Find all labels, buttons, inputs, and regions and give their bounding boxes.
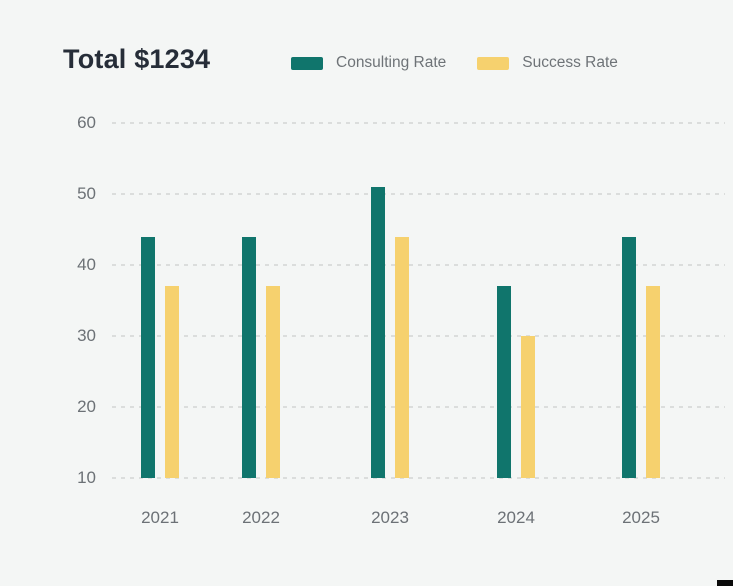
gridline-y-40 [112, 264, 725, 266]
x-tick-label: 2025 [622, 508, 660, 527]
y-tick-label: 50 [77, 184, 96, 203]
success-rate-swatch-icon [477, 56, 510, 70]
legend-label: Success Rate [522, 54, 618, 71]
chart-legend: Consulting Rate Success Rate [291, 54, 618, 72]
x-tick-label: 2021 [141, 508, 179, 527]
x-tick-label: 2023 [371, 508, 409, 527]
y-tick-label: 40 [77, 255, 96, 274]
x-tick-label: 2024 [497, 508, 535, 527]
x-tick-label: 2022 [242, 508, 280, 527]
y-tick-label: 30 [77, 326, 96, 345]
bar-success-rate-2023 [395, 236, 409, 478]
gridline-y-30 [112, 335, 725, 337]
y-tick-label: 60 [77, 113, 96, 132]
gridline-y-60 [112, 122, 725, 124]
legend-item-consulting-rate[interactable]: Consulting Rate [291, 54, 446, 72]
bar-consulting-rate-2021 [141, 236, 155, 478]
gridline-y-10 [112, 477, 725, 479]
gridline-y-50 [112, 193, 725, 195]
consulting-rate-swatch-icon [291, 56, 323, 70]
legend-item-success-rate[interactable]: Success Rate [477, 54, 618, 72]
bar-consulting-rate-2024 [497, 286, 511, 478]
bar-success-rate-2025 [646, 286, 660, 478]
screenshot-corner-artifact [717, 580, 733, 586]
y-tick-label: 10 [77, 468, 96, 487]
legend-label: Consulting Rate [336, 54, 447, 71]
bar-success-rate-2024 [521, 336, 535, 478]
bar-success-rate-2022 [266, 286, 280, 478]
bar-consulting-rate-2023 [371, 186, 385, 478]
y-tick-label: 20 [77, 397, 96, 416]
page-title: Total $1234 [63, 44, 211, 74]
bar-consulting-rate-2022 [242, 236, 256, 478]
gridline-y-20 [112, 406, 725, 408]
bar-consulting-rate-2025 [622, 236, 636, 478]
bar-success-rate-2021 [165, 286, 179, 478]
